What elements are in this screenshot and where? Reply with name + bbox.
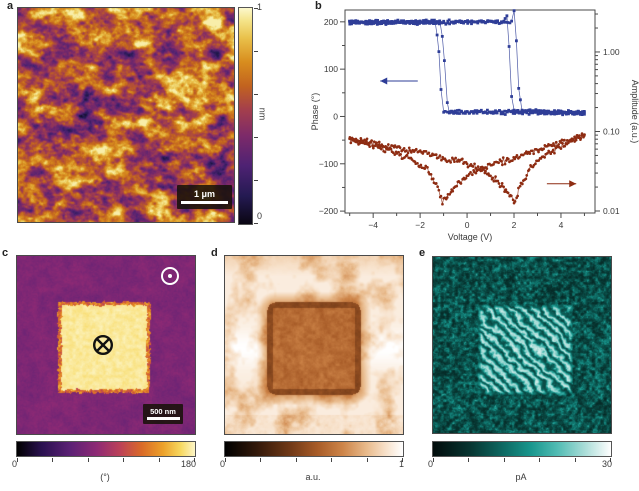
panel-e-label: e	[419, 247, 426, 259]
colorbar-tick	[87, 458, 89, 462]
colorbar-tick	[254, 94, 258, 95]
panel-c-colorbar	[16, 441, 196, 462]
colorbar-tick	[295, 458, 297, 462]
colorbar-e-unit: pA	[515, 472, 527, 482]
colorbar-c-max: 180	[180, 459, 196, 469]
phase-line	[349, 10, 585, 116]
y-left-tick-label: 0	[333, 111, 338, 121]
colorbar-tick	[254, 180, 258, 181]
x-tick-label: 2	[512, 220, 517, 230]
phase-line	[349, 19, 585, 116]
polarization-out-of-plane-icon	[161, 267, 179, 285]
colorbar-tick	[52, 458, 54, 462]
colorbar-tick	[194, 458, 195, 462]
y-left-tick-label: 100	[324, 64, 338, 74]
colorbar-d-unit: a.u.	[305, 472, 321, 482]
polarization-into-plane-icon	[92, 334, 114, 356]
y-left-axis-label: Phase (°)	[310, 93, 320, 131]
colorbar-tick	[539, 458, 541, 462]
y-left-tick-label: 200	[324, 17, 338, 27]
colorbar-tick	[468, 458, 470, 462]
phase-markers	[348, 18, 586, 117]
colorbar-tick	[225, 458, 226, 462]
scale-bar-label: 1 μm	[193, 189, 215, 199]
phase-line	[349, 20, 585, 114]
panel-d-amplitude-image	[224, 255, 404, 435]
phase-markers	[348, 14, 586, 116]
colorbar-tick	[503, 458, 505, 462]
colorbar-c-min: 0	[12, 459, 18, 469]
panel-a-label: a	[7, 0, 14, 12]
phase-line	[349, 14, 585, 115]
colorbar-tick	[433, 458, 434, 462]
panel-d-label: d	[211, 247, 218, 259]
scale-bar-line	[181, 201, 228, 204]
x-tick-label: 0	[465, 220, 470, 230]
y-right-tick-label: 0.10	[603, 126, 620, 136]
colorbar-a-min: 0	[257, 211, 263, 221]
colorbar-d-min: 0	[220, 459, 226, 469]
panel-c-label: c	[2, 247, 9, 259]
panel-c-scale-bar: 500 nm	[143, 404, 183, 424]
x-axis-label: Voltage (V)	[448, 232, 493, 242]
colorbar-c-unit: (°)	[100, 472, 110, 482]
colorbar-tick	[254, 223, 258, 224]
amplitude-markers	[348, 133, 586, 206]
panel-b-hysteresis-chart: −4 −2 0 2 4 200 100 0 −100 −200 1.00 0.10 0.01 Phase …	[310, 9, 639, 242]
colorbar-tick	[158, 458, 160, 462]
colorbar-a-max: 1	[257, 2, 263, 12]
colorbar-d-max: 1	[398, 459, 404, 469]
scale-bar-line	[146, 417, 180, 421]
panel-a-colorbar	[238, 7, 258, 225]
x-tick-label: −2	[415, 220, 425, 230]
panel-d-colorbar	[224, 441, 404, 462]
y-right-tick-label: 0.01	[603, 206, 620, 216]
phase-direction-arrow	[380, 77, 388, 85]
colorbar-tick	[254, 137, 258, 138]
colorbar-e-min: 0	[428, 459, 434, 469]
colorbar-tick	[254, 8, 258, 9]
colorbar-tick	[254, 51, 258, 52]
colorbar-tick	[610, 458, 611, 462]
scale-bar-label: 500 nm	[150, 406, 176, 416]
amplitude-markers	[348, 132, 586, 205]
colorbar-tick	[123, 458, 125, 462]
phase-markers	[348, 9, 586, 117]
x-tick-label: 4	[559, 220, 564, 230]
panel-b-label: b	[315, 0, 322, 12]
colorbar-tick	[260, 458, 262, 462]
amplitude-direction-arrow	[569, 180, 577, 188]
panel-e-colorbar	[432, 441, 612, 462]
colorbar-a-unit: nm	[257, 107, 268, 121]
y-left-tick-label: −200	[319, 206, 338, 216]
phase-markers	[348, 19, 586, 115]
y-left-tick-label: −100	[319, 159, 338, 169]
colorbar-tick	[402, 458, 403, 462]
colorbar-tick	[331, 458, 333, 462]
colorbar-tick	[366, 458, 368, 462]
y-right-tick-label: 1.00	[603, 47, 620, 57]
colorbar-e-max: 30	[601, 459, 612, 469]
x-tick-label: −4	[368, 220, 378, 230]
colorbar-tick	[17, 458, 18, 462]
y-right-axis-label: Amplitude (a.u.)	[630, 80, 639, 144]
out-of-plane-dot	[168, 274, 172, 278]
panel-a-scale-bar: 1 μm	[177, 185, 232, 209]
panel-e-current-image	[432, 256, 612, 434]
colorbar-tick	[574, 458, 576, 462]
